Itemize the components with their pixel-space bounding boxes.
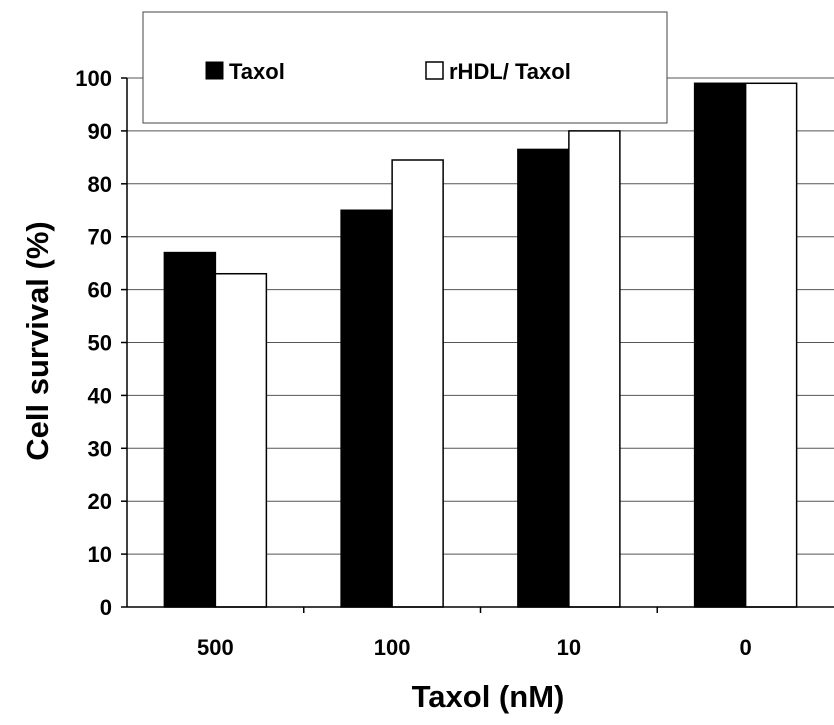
bar-rhdl-taxol-10 — [568, 130, 621, 608]
y-tick-label: 30 — [88, 436, 112, 461]
bar-rhdl-taxol-500 — [214, 272, 268, 608]
y-tick-label: 10 — [88, 542, 112, 567]
legend-label-taxol: Taxol — [229, 59, 285, 84]
x-ticks: 500 100 10 0 — [197, 607, 752, 660]
bar-taxol-100 — [340, 209, 393, 608]
legend: Taxol rHDL/ Taxol — [142, 11, 668, 124]
y-axis-title: Cell survival (%) — [20, 221, 55, 460]
x-tick-label: 100 — [374, 635, 411, 660]
legend-label-rhdl-taxol: rHDL/ Taxol — [449, 59, 571, 84]
x-tick-label: 500 — [197, 635, 234, 660]
x-tick-label: 0 — [740, 635, 752, 660]
y-tick-label: 20 — [88, 489, 112, 514]
y-tick-label: 50 — [88, 331, 112, 356]
bars — [163, 82, 798, 608]
legend-swatch-taxol — [205, 61, 224, 80]
bar-taxol-10 — [517, 148, 570, 608]
legend-box — [142, 11, 668, 124]
y-tick-label: 80 — [88, 172, 112, 197]
y-tick-label: 70 — [88, 225, 112, 250]
legend-swatch-rhdl-taxol — [425, 61, 444, 80]
bar-taxol-500 — [163, 251, 217, 608]
y-tick-label: 90 — [88, 119, 112, 144]
y-tick-label: 60 — [88, 278, 112, 303]
x-axis-title: Taxol (nM) — [412, 679, 565, 714]
bar-rhdl-taxol-0 — [744, 82, 798, 608]
y-tick-label: 0 — [100, 595, 112, 620]
y-tick-label: 100 — [75, 66, 112, 91]
bar-taxol-0 — [693, 82, 747, 608]
bar-rhdl-taxol-100 — [391, 159, 444, 608]
y-tick-label: 40 — [88, 383, 112, 408]
y-ticks: 0 10 20 30 40 50 60 70 80 90 100 — [75, 66, 127, 620]
x-tick-label: 10 — [557, 635, 581, 660]
